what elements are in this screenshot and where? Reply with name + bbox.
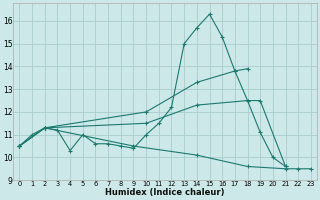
X-axis label: Humidex (Indice chaleur): Humidex (Indice chaleur) — [105, 188, 225, 197]
